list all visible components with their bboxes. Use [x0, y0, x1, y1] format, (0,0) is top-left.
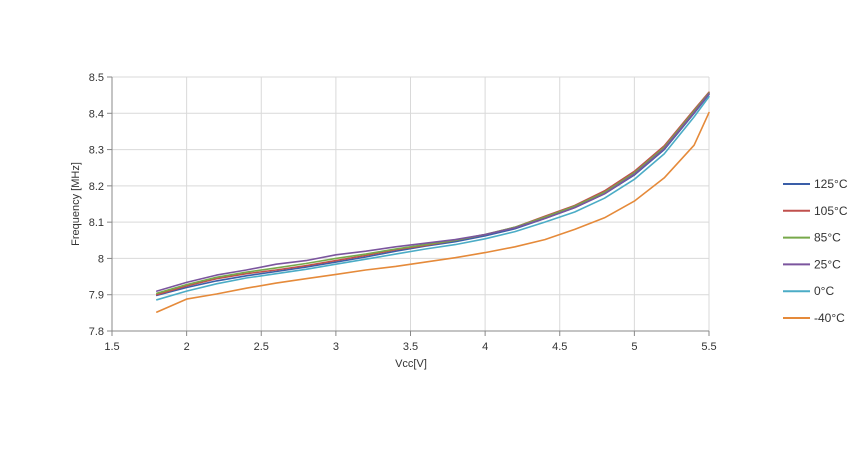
series-line-2 — [156, 92, 710, 295]
y-tick-label: 8.5 — [89, 72, 104, 84]
legend-label: 25°C — [814, 257, 841, 271]
series-lines — [156, 91, 710, 313]
y-tick-label: 8.4 — [89, 108, 104, 120]
series-line-1 — [156, 91, 710, 296]
x-tick-label: 2.5 — [254, 341, 269, 353]
x-axis-label: Vcc[V] — [395, 358, 427, 370]
y-tick-label: 7.9 — [89, 290, 104, 302]
y-tick-label: 7.8 — [89, 326, 104, 338]
x-tick-label: 4 — [482, 341, 488, 353]
legend-label: 105°C — [814, 204, 848, 218]
legend-label: -40°C — [814, 311, 845, 325]
grid — [112, 76, 710, 331]
series-line-3 — [156, 92, 710, 292]
tick-labels: 7.8 7.9 8 8.1 8.2 8.3 8.4 8.5 1.5 2 2.5 3 3.5 4 4.5 5 5.… — [89, 72, 717, 353]
legend-label: 85°C — [814, 231, 841, 245]
x-tick-label: 1.5 — [104, 341, 119, 353]
y-tick-label: 8.2 — [89, 181, 104, 193]
y-tick-label: 8 — [98, 253, 104, 265]
series-line-0 — [156, 93, 710, 297]
x-tick-label: 5 — [631, 341, 637, 353]
y-tick-label: 8.1 — [89, 217, 104, 229]
x-tick-label: 2 — [184, 341, 190, 353]
series-line-5 — [156, 111, 710, 313]
axes — [107, 76, 710, 336]
legend-label: 125°C — [814, 177, 848, 191]
y-axis-label: Frequency [MHz] — [70, 162, 82, 246]
x-tick-label: 3 — [333, 341, 339, 353]
legend-label: 0°C — [814, 284, 834, 298]
series-line-4 — [156, 95, 710, 301]
x-tick-label: 5.5 — [701, 341, 716, 353]
x-tick-label: 4.5 — [552, 341, 567, 353]
x-tick-label: 3.5 — [403, 341, 418, 353]
y-tick-label: 8.3 — [89, 145, 104, 157]
legend: 125°C 105°C 85°C 25°C 0°C -40°C — [783, 177, 848, 325]
